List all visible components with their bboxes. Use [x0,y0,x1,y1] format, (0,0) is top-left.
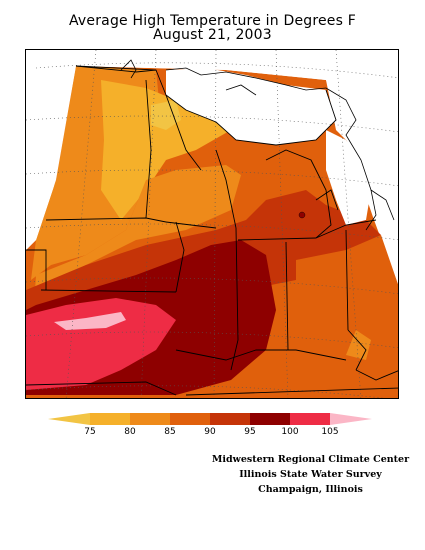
credit-survey: Illinois State Water Survey [239,469,382,480]
map-canvas [26,50,398,398]
legend-tick-label: 95 [244,427,256,437]
state-boundaries [26,65,398,396]
lake-huron [326,130,371,225]
credit-location: Champaign, Illinois [258,484,363,495]
credit-center: Midwestern Regional Climate Center [211,454,410,465]
north-east-white [326,80,398,239]
hot-spot-marker [298,211,306,219]
legend-tick-label: 90 [204,427,216,437]
legend-tick-label: 85 [164,427,176,437]
map-date: August 21, 2003 [153,27,272,43]
band-east [276,235,398,398]
top-white [26,50,398,100]
band-70-75 [151,100,181,130]
legend-tick-label: 105 [321,427,339,437]
legend-tick-label: 100 [281,427,299,437]
coastlines [120,59,395,231]
temperature-fill [26,50,398,398]
legend-arrow-low [48,413,90,425]
band-105-plus [54,312,126,330]
legend-swatch [130,413,170,425]
legend-tick-label: 75 [84,427,96,437]
legend-swatch [90,413,130,425]
band-85-90-mid [34,165,241,308]
legend-swatch [250,413,290,425]
legend-arrow-high [330,413,372,425]
legend-tick-label: 80 [124,427,136,437]
color-legend [48,413,372,425]
legend-swatch [210,413,250,425]
temperature-map [25,49,399,399]
graticule [26,50,398,398]
map-title: Average High Temperature in Degrees F [68,13,357,29]
north-west-white [26,50,76,250]
legend-swatch [290,413,330,425]
legend-swatch [170,413,210,425]
